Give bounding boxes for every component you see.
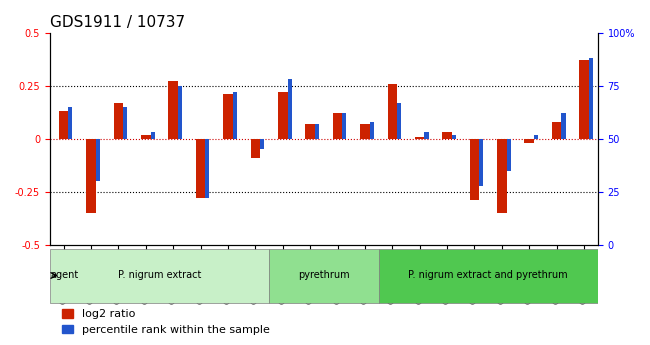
Bar: [525, 139, 534, 143]
Text: P. nigrum extract and pyrethrum: P. nigrum extract and pyrethrum: [408, 270, 568, 280]
Bar: [278, 92, 287, 139]
Bar: [315, 124, 319, 139]
Text: GDS1911 / 10737: GDS1911 / 10737: [50, 15, 185, 30]
Bar: [168, 81, 178, 139]
Bar: [415, 137, 424, 139]
Bar: [114, 103, 123, 139]
Bar: [96, 139, 100, 181]
Bar: [343, 113, 346, 139]
Bar: [562, 113, 566, 139]
Bar: [579, 60, 589, 139]
Text: pyrethrum: pyrethrum: [298, 270, 350, 280]
Bar: [68, 107, 72, 139]
Bar: [452, 135, 456, 139]
Bar: [223, 94, 233, 139]
Legend: log2 ratio, percentile rank within the sample: log2 ratio, percentile rank within the s…: [58, 305, 274, 339]
Bar: [333, 113, 343, 139]
FancyBboxPatch shape: [50, 249, 269, 303]
Bar: [497, 139, 507, 213]
Bar: [589, 58, 593, 139]
Text: P. nigrum extract: P. nigrum extract: [118, 270, 201, 280]
Bar: [123, 107, 127, 139]
Bar: [287, 79, 292, 139]
Bar: [507, 139, 511, 171]
FancyBboxPatch shape: [269, 249, 378, 303]
Bar: [470, 139, 479, 200]
Bar: [86, 139, 96, 213]
Bar: [424, 132, 428, 139]
Bar: [552, 122, 562, 139]
Bar: [250, 139, 260, 158]
Bar: [360, 124, 370, 139]
Bar: [151, 132, 155, 139]
FancyBboxPatch shape: [378, 249, 598, 303]
Bar: [306, 124, 315, 139]
Bar: [196, 139, 205, 198]
Bar: [442, 132, 452, 139]
Bar: [58, 111, 68, 139]
Bar: [178, 86, 182, 139]
Text: agent: agent: [51, 270, 79, 280]
Bar: [370, 122, 374, 139]
Bar: [397, 103, 401, 139]
Bar: [141, 135, 151, 139]
Bar: [534, 135, 538, 139]
Bar: [387, 83, 397, 139]
Bar: [233, 92, 237, 139]
Bar: [479, 139, 484, 186]
Bar: [205, 139, 209, 198]
Bar: [260, 139, 265, 149]
